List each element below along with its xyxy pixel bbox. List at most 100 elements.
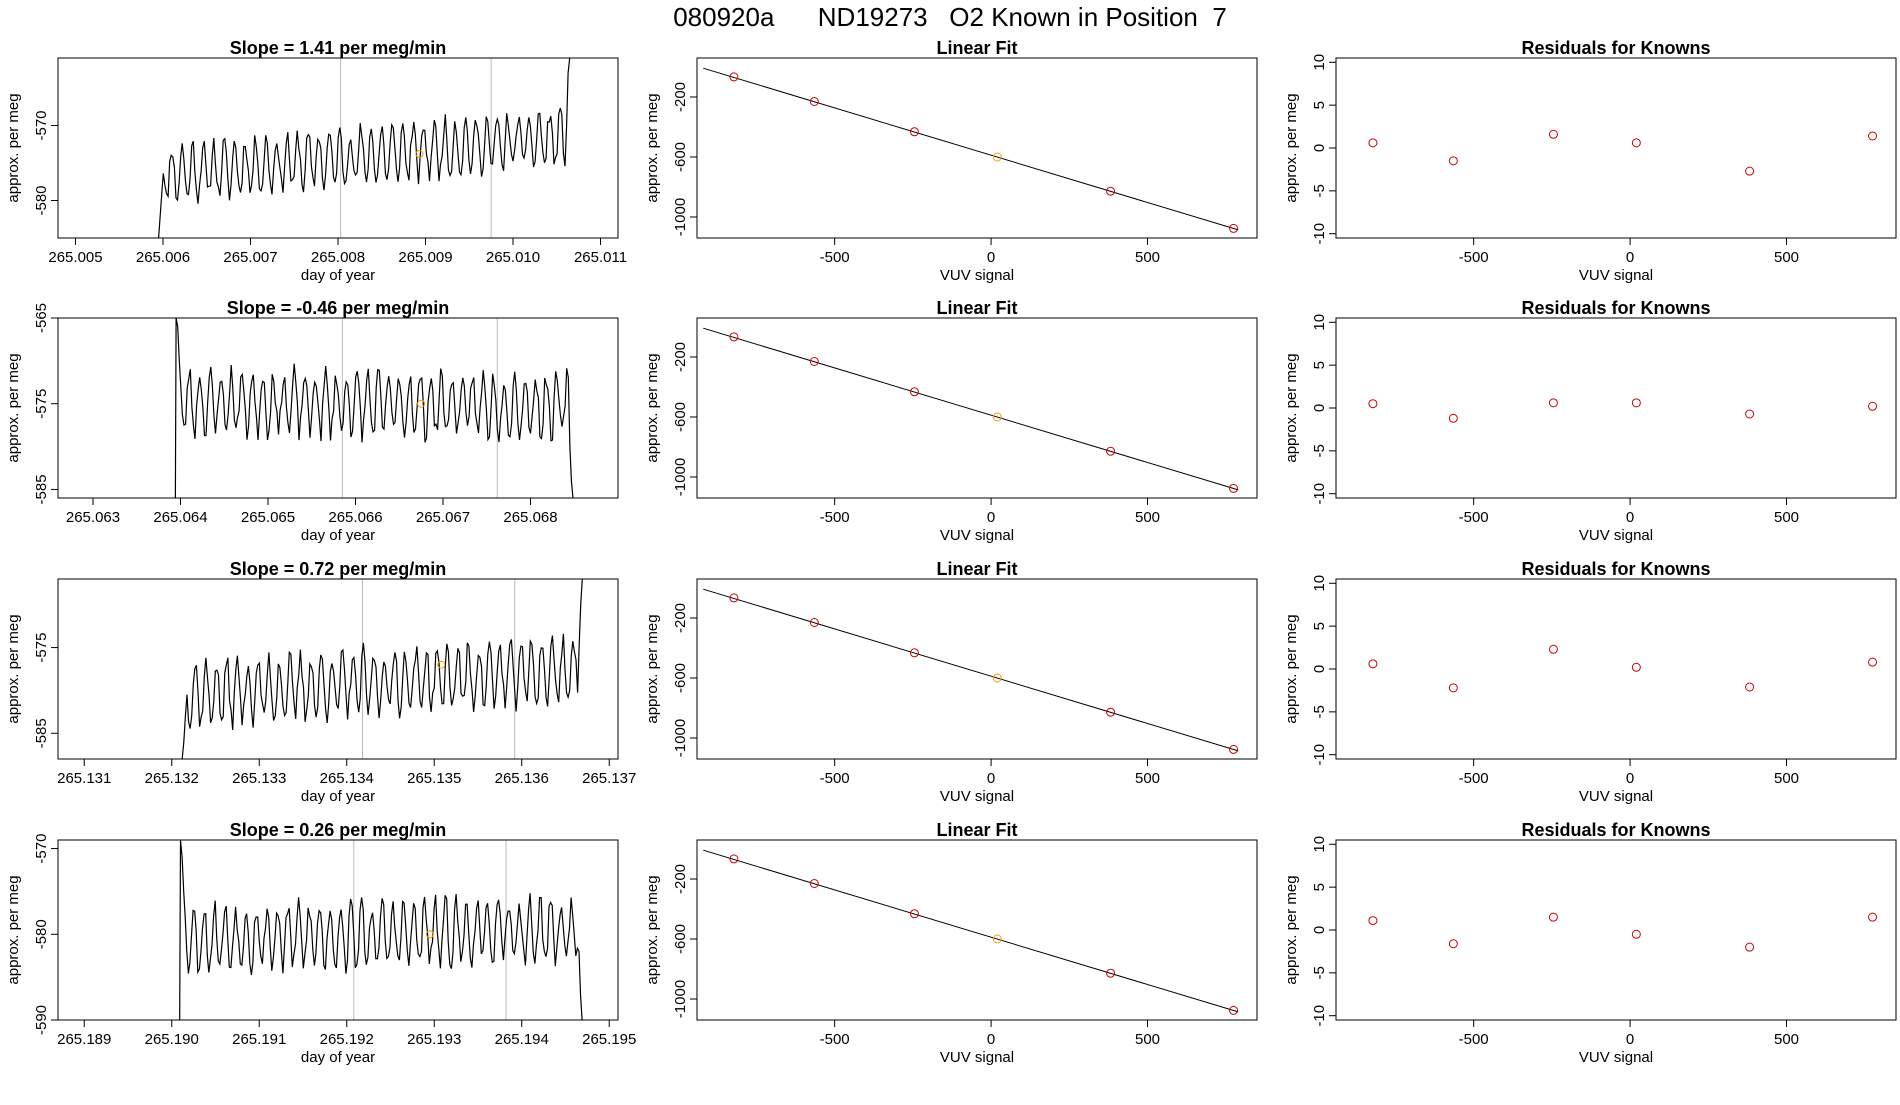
y-tick-label: 5: [1311, 883, 1328, 891]
y-axis-label: approx. per meg: [1283, 614, 1300, 723]
panel-12: Residuals for Knowns -500 0 500 -10 -5 0 5 10 VUV…: [1283, 820, 1897, 1066]
x-axis-label: VUV signal: [940, 788, 1014, 805]
known-point: [1548, 644, 1558, 654]
y-tick-label: -10: [1311, 744, 1328, 766]
panel-7: Slope = 0.72 per meg/min 265.131 265.132 26…: [5, 559, 636, 805]
x-tick-label: 0: [987, 1031, 995, 1048]
y-tick-label: -200: [672, 603, 689, 633]
y-axis-label: approx. per meg: [5, 353, 22, 462]
x-tick-label: 265.192: [320, 1031, 374, 1048]
data-layer: [174, 318, 574, 498]
x-tick-label: 0: [987, 249, 995, 266]
x-tick-label: 265.067: [416, 509, 470, 526]
data-layer: [703, 588, 1239, 754]
known-point: [1229, 223, 1239, 233]
y-tick-label: -5: [1311, 444, 1328, 457]
known-point: [1868, 131, 1878, 141]
sample-point: [415, 150, 424, 158]
x-tick-label: 500: [1135, 1031, 1160, 1048]
plot-frame: [696, 578, 1258, 760]
sample-point: [437, 660, 446, 669]
panel-title: Linear Fit: [936, 298, 1017, 318]
y-tick-label: -1000: [672, 198, 689, 236]
x-tick-label: 265.064: [153, 509, 207, 526]
x-tick-label: 265.068: [503, 509, 557, 526]
panel-2: Linear Fit -500 0 500 -1000 -600 -200 VUV signa…: [644, 38, 1258, 284]
known-point: [1745, 409, 1755, 419]
sample-point: [992, 152, 1002, 162]
y-tick-label: -570: [33, 110, 50, 140]
panel-9: Residuals for Knowns -500 0 500 -10 -5 0 5 10 VUV…: [1283, 559, 1897, 805]
known-point: [1868, 401, 1878, 411]
x-tick-label: 265.193: [407, 1031, 461, 1048]
known-point: [1106, 968, 1116, 978]
x-axis-label: VUV signal: [1579, 527, 1653, 544]
y-tick-label: 10: [1311, 575, 1328, 592]
x-tick-label: 265.191: [232, 1031, 286, 1048]
fit-line: [703, 588, 1239, 752]
known-point: [1448, 683, 1458, 693]
x-axis-label: VUV signal: [940, 527, 1014, 544]
y-tick-label: -580: [33, 185, 50, 215]
y-axis-label: approx. per meg: [644, 93, 661, 202]
panel-11: Linear Fit -500 0 500 -1000 -600 -200 VUV signa…: [644, 820, 1258, 1066]
x-axis-label: day of year: [301, 1049, 375, 1066]
y-tick-label: -200: [672, 82, 689, 112]
y-tick-label: 0: [1311, 926, 1328, 934]
x-axis-label: VUV signal: [940, 267, 1014, 284]
x-tick-label: 265.005: [48, 249, 102, 266]
x-tick-label: 265.133: [232, 770, 286, 787]
x-tick-label: 265.065: [241, 509, 295, 526]
y-tick-label: 10: [1311, 314, 1328, 331]
y-tick-label: 10: [1311, 54, 1328, 71]
trace-line: [157, 58, 571, 238]
data-layer: [703, 327, 1239, 493]
trace-line: [179, 840, 583, 1020]
plot-frame: [57, 57, 619, 239]
x-tick-label: 500: [1774, 249, 1799, 266]
y-tick-label: -600: [672, 142, 689, 172]
y-tick-label: -575: [33, 389, 50, 419]
plot-frame: [57, 317, 619, 499]
y-axis-label: approx. per meg: [5, 614, 22, 723]
sample-point: [417, 399, 426, 408]
plot-frame: [1335, 578, 1897, 760]
data-layer: [1368, 129, 1878, 176]
x-axis-label: VUV signal: [1579, 1049, 1653, 1066]
fit-line: [703, 327, 1239, 491]
y-tick-label: -600: [672, 663, 689, 693]
y-tick-label: -10: [1311, 1005, 1328, 1027]
panel-3: Residuals for Knowns -500 0 500 -10 -5 0 5 10 VUV…: [1283, 38, 1897, 284]
y-tick-label: -10: [1311, 223, 1328, 245]
known-point: [1448, 413, 1458, 423]
known-point: [1448, 156, 1458, 166]
y-tick-label: -10: [1311, 483, 1328, 505]
x-axis-label: VUV signal: [1579, 267, 1653, 284]
plot-frame: [696, 317, 1258, 499]
known-point: [809, 97, 819, 106]
sample-point: [992, 673, 1002, 683]
x-tick-label: 265.135: [407, 770, 461, 787]
panel-4: Slope = -0.46 per meg/min 265.063 265.064 2…: [5, 298, 619, 544]
plot-frame: [1335, 57, 1897, 239]
panel-title: Residuals for Knowns: [1521, 559, 1710, 579]
known-point: [729, 854, 739, 864]
data-layer: [181, 579, 583, 759]
known-point: [1548, 398, 1558, 408]
data-layer: [157, 58, 571, 238]
x-tick-label: 265.010: [486, 249, 540, 266]
sample-point: [992, 934, 1002, 944]
plot-frame: [696, 839, 1258, 1021]
known-point: [1631, 398, 1641, 408]
y-axis-label: approx. per meg: [1283, 353, 1300, 462]
known-point: [809, 618, 819, 627]
y-tick-label: 5: [1311, 622, 1328, 630]
known-point: [909, 648, 919, 658]
known-point: [1368, 138, 1378, 148]
panel-title: Slope = 0.26 per meg/min: [230, 820, 447, 840]
known-point: [1868, 657, 1878, 667]
known-point: [1229, 483, 1239, 493]
y-tick-label: -575: [33, 633, 50, 663]
x-axis-label: VUV signal: [940, 1049, 1014, 1066]
